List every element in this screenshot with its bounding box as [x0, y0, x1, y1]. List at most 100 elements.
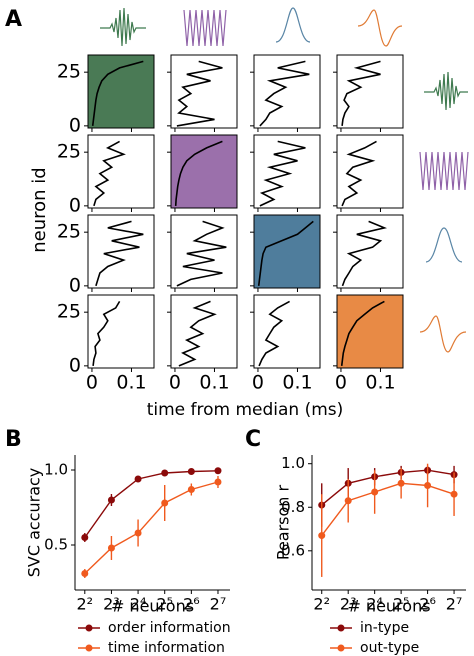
y-axis-label: SVC accuracy	[25, 468, 44, 578]
marker	[81, 534, 89, 541]
x-tick-label: 2⁴	[130, 595, 147, 614]
series-line	[84, 470, 219, 538]
cell-frame	[336, 134, 404, 209]
marker	[161, 499, 169, 507]
icon-deriv	[419, 315, 467, 353]
marker	[81, 570, 89, 577]
x-tick-label: 0	[86, 372, 98, 394]
y-axis-label: Pearson r	[274, 484, 293, 560]
marker	[161, 469, 169, 477]
neuron-curve	[341, 140, 377, 207]
marker	[134, 529, 142, 537]
legend-marker	[85, 644, 93, 652]
marker	[187, 468, 195, 475]
x-tick-label: 2⁷	[446, 595, 463, 614]
marker	[318, 532, 326, 540]
y-tick-label: 0	[69, 274, 81, 296]
panel-label: B	[5, 427, 22, 452]
cell-frame	[336, 294, 404, 369]
legend-marker	[337, 624, 345, 632]
y-tick-label: 0.6	[281, 541, 305, 559]
x-tick-label: 2²	[76, 595, 93, 614]
neuron-curve	[341, 220, 388, 287]
icon-sine	[419, 151, 469, 191]
y-tick-label: 25	[57, 141, 81, 163]
x-tick-label: 0.1	[199, 372, 229, 394]
marker	[134, 475, 142, 483]
neuron-curve	[257, 220, 314, 286]
neuron-curve	[93, 140, 126, 207]
waveform-icons	[100, 7, 469, 353]
y-tick-label: 25	[57, 221, 81, 243]
legend-marker	[85, 624, 93, 632]
icon-sine	[183, 9, 227, 47]
neuron-curve	[259, 60, 310, 127]
marker	[214, 478, 222, 486]
neuron-curve	[340, 300, 385, 366]
legend-label: order information	[108, 620, 231, 636]
marker	[424, 481, 432, 489]
cell-frame	[87, 294, 155, 369]
icon-gauss	[275, 7, 311, 43]
x-tick-label: 0	[335, 372, 347, 394]
y-tick-label: 1.0	[281, 454, 305, 472]
icon-deriv	[357, 9, 403, 47]
neuron-curve	[258, 300, 290, 367]
neuron-curve	[259, 140, 306, 207]
cell-frame	[87, 134, 155, 209]
panel-label: A	[5, 7, 22, 32]
neuron-curve	[91, 60, 144, 126]
legend-marker	[337, 644, 345, 652]
icon-packet	[100, 7, 146, 47]
x-tick-label: 2⁴	[366, 595, 383, 614]
x-tick-label: 0.1	[116, 372, 146, 394]
x-tick-label: 2³	[103, 595, 120, 614]
x-tick-label: 0	[169, 372, 181, 394]
y-tick-label: 0	[69, 194, 81, 216]
x-tick-label: 0.1	[365, 372, 395, 394]
marker	[450, 490, 458, 498]
cell-frame	[253, 54, 321, 129]
marker	[214, 467, 222, 475]
y-tick-label: 0	[69, 354, 81, 376]
icon-gauss	[425, 227, 463, 263]
legend-label: in-type	[360, 620, 409, 636]
marker	[397, 479, 405, 487]
series-line	[321, 482, 455, 537]
neuron-curve	[92, 300, 121, 366]
y-axis-label: neuron id	[29, 167, 50, 252]
panel-label: C	[245, 427, 261, 452]
x-tick-label: 2⁵	[393, 595, 410, 614]
cell-frame	[336, 54, 404, 129]
x-tick-label: 2³	[340, 595, 357, 614]
neuron-curve	[176, 60, 223, 127]
neuron-curve	[176, 220, 227, 287]
marker	[107, 544, 115, 552]
x-tick-label: 0	[252, 372, 264, 394]
y-tick-label: 25	[57, 61, 81, 83]
legend-label: out-type	[360, 640, 419, 656]
neuron-curve	[341, 60, 381, 126]
series-line	[84, 481, 219, 575]
neuron-curve	[95, 220, 144, 287]
x-tick-label: 2⁶	[183, 595, 200, 614]
cell-frame	[170, 54, 238, 129]
cell-frame	[253, 134, 321, 209]
neuron-curve	[178, 300, 217, 367]
x-tick-label: 2²	[313, 595, 330, 614]
cell-frame	[170, 294, 238, 369]
x-axis-label: # neurons	[347, 597, 430, 616]
cell-frame	[253, 214, 321, 289]
y-tick-label: 0.5	[44, 536, 68, 554]
x-tick-label: 2⁶	[419, 595, 436, 614]
y-tick-label: 1.0	[44, 461, 68, 479]
x-axis-label: time from median (ms)	[147, 400, 344, 420]
marker	[107, 496, 115, 504]
x-axis-label: # neurons	[111, 597, 194, 616]
marker	[344, 497, 352, 505]
legend-label: time information	[108, 640, 225, 656]
x-tick-label: 2⁵	[156, 595, 173, 614]
neuron-curve	[174, 140, 223, 206]
series-line	[321, 469, 455, 506]
